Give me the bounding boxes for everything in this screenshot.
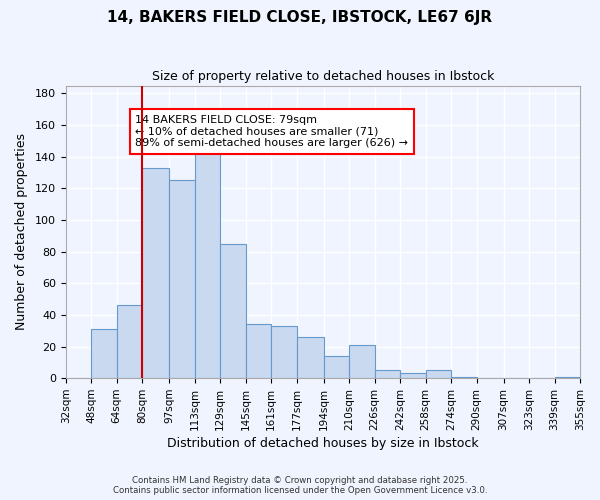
Text: 14, BAKERS FIELD CLOSE, IBSTOCK, LE67 6JR: 14, BAKERS FIELD CLOSE, IBSTOCK, LE67 6J…: [107, 10, 493, 25]
Bar: [425, 370, 451, 378]
Bar: [117, 306, 142, 378]
Bar: [245, 324, 271, 378]
Bar: [349, 345, 374, 378]
Bar: [91, 329, 117, 378]
Bar: [142, 168, 169, 378]
Bar: [451, 376, 476, 378]
Text: 14 BAKERS FIELD CLOSE: 79sqm
← 10% of detached houses are smaller (71)
89% of se: 14 BAKERS FIELD CLOSE: 79sqm ← 10% of de…: [135, 115, 408, 148]
Title: Size of property relative to detached houses in Ibstock: Size of property relative to detached ho…: [152, 70, 494, 83]
Bar: [400, 374, 425, 378]
Y-axis label: Number of detached properties: Number of detached properties: [15, 134, 28, 330]
Bar: [195, 144, 220, 378]
Bar: [271, 326, 296, 378]
Bar: [296, 337, 323, 378]
Bar: [374, 370, 400, 378]
X-axis label: Distribution of detached houses by size in Ibstock: Distribution of detached houses by size …: [167, 437, 479, 450]
Bar: [220, 244, 245, 378]
Bar: [169, 180, 195, 378]
Bar: [554, 376, 580, 378]
Text: Contains HM Land Registry data © Crown copyright and database right 2025.
Contai: Contains HM Land Registry data © Crown c…: [113, 476, 487, 495]
Bar: [323, 356, 349, 378]
